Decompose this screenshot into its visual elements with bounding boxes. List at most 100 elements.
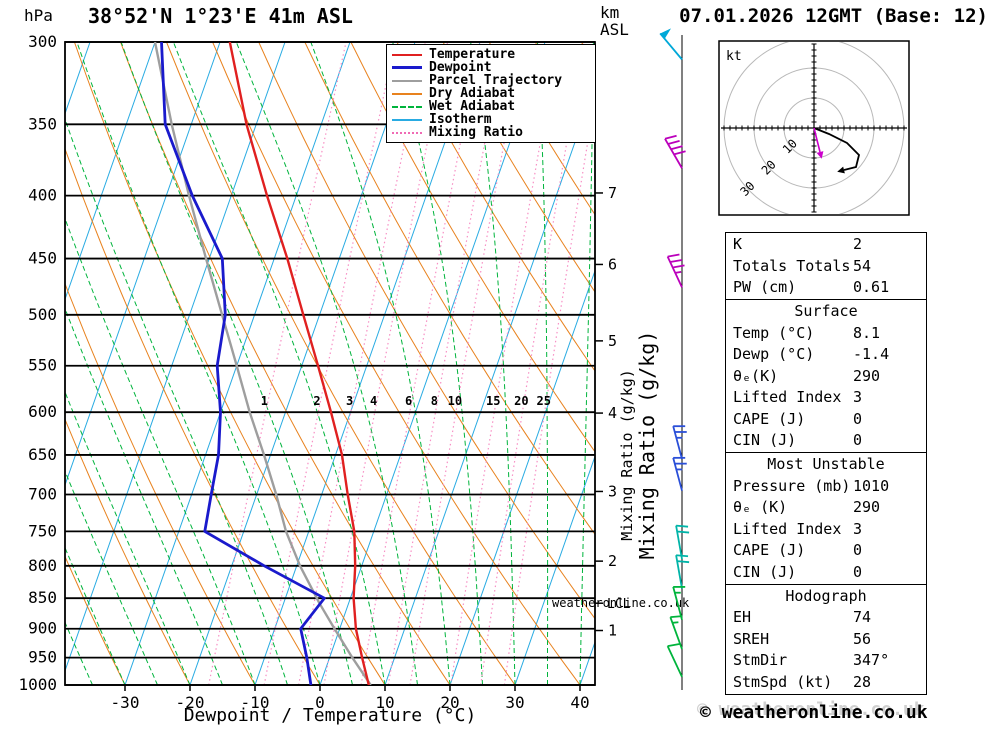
stat-row: Lifted Index 3 <box>726 519 926 541</box>
hodograph-arrowhead <box>837 166 845 174</box>
legend-line-sample <box>392 66 422 69</box>
stat-label: SREH <box>733 629 770 648</box>
storm-motion-vector <box>813 127 821 153</box>
dry-adiabat-line <box>350 42 595 453</box>
km-tick-label: 5 <box>608 332 617 350</box>
stat-label: EH <box>733 608 752 626</box>
isotherm-line <box>384 83 595 685</box>
temp-tick-label: -10 <box>241 693 270 712</box>
stats-table-header: Hodograph <box>785 586 867 605</box>
stats-table-header: Most Unstable <box>767 455 885 473</box>
stat-row: Dewp (°C) -1.4 <box>726 344 926 366</box>
stat-row: Pressure (mb) 1010 <box>726 476 926 498</box>
mixing-ratio-value-label: 15 <box>486 394 500 408</box>
legend-item: Dry Adiabat <box>392 86 595 101</box>
pressure-axis-unit: hPa <box>24 6 53 25</box>
wind-barb <box>664 134 686 169</box>
dry-adiabat-line <box>65 555 126 685</box>
pressure-tick-label: 300 <box>28 32 57 51</box>
pressure-tick-label: 550 <box>28 356 57 375</box>
hodograph-arrowhead <box>816 151 824 159</box>
mixing-ratio-axis-label-pink: Mixing Ratio (g/kg) <box>635 331 659 560</box>
mixing-ratio-value-label: 6 <box>405 394 412 408</box>
stat-row: CIN (J) 0 <box>726 562 926 584</box>
hodograph-unit-label: kt <box>726 49 742 64</box>
stat-value: 28 <box>853 672 872 691</box>
isotherm-line <box>65 42 156 301</box>
legend-item: Temperature <box>392 47 595 62</box>
stat-row: PW (cm) 0.61 <box>726 277 926 299</box>
stat-value: 290 <box>853 366 881 385</box>
dry-adiabat-line <box>396 42 595 372</box>
station-title: 38°52'N 1°23'E 41m ASL <box>88 4 353 28</box>
wind-barb <box>675 554 690 589</box>
stat-label: CIN (J) <box>733 562 797 581</box>
stat-label: θₑ(K) <box>733 366 779 385</box>
km-label: km <box>600 3 620 22</box>
stat-value: 3 <box>853 388 863 406</box>
stat-value: 3 <box>853 519 863 538</box>
wet-adiabat-line <box>392 42 483 685</box>
legend-item-label: Isotherm <box>429 112 492 127</box>
stat-value: 1010 <box>853 476 890 495</box>
isotherm-line <box>189 42 416 685</box>
legend-item-label: Temperature <box>429 47 516 62</box>
stat-row: CAPE (J) 0 <box>726 540 926 562</box>
stat-label: CAPE (J) <box>733 409 806 428</box>
mixing-ratio-line <box>480 42 585 685</box>
wet-adiabat-line <box>470 42 516 685</box>
pressure-tick-label: 800 <box>28 556 57 575</box>
stat-row: StmSpd (kt) 28 <box>726 672 926 694</box>
parcel-trajectory-curve <box>153 42 372 685</box>
hodograph-trace <box>813 127 860 171</box>
legend-item: Wet Adiabat <box>392 99 595 114</box>
x-axis-title: Dewpoint / Temperature (°C) <box>183 705 477 726</box>
mixing-ratio-line <box>263 42 396 685</box>
temp-tick-label: 40 <box>570 693 589 712</box>
temp-tick-label: 30 <box>505 693 524 712</box>
wind-barb <box>672 456 687 491</box>
legend-item: Isotherm <box>392 112 595 127</box>
plot-border <box>64 41 596 686</box>
mixing-ratio-value-label: 3 <box>346 394 353 408</box>
stat-value: 8.1 <box>853 323 881 342</box>
mixing-ratio-value-label: 25 <box>536 394 550 408</box>
temp-tick-label: 10 <box>375 693 394 712</box>
stat-row: θₑ(K) 290 <box>726 366 926 388</box>
stat-label: K <box>733 235 743 253</box>
stat-value: 0 <box>853 431 863 449</box>
stat-value: 347° <box>853 651 890 669</box>
dewpoint-curve <box>160 42 326 685</box>
mixing-ratio-value-label: 2 <box>313 394 320 408</box>
stat-label: Pressure (mb) <box>733 476 851 495</box>
km-tick-label: 4 <box>608 404 617 422</box>
km-tick-label: 3 <box>608 482 617 500</box>
stat-row: EH 74 <box>726 607 926 629</box>
km-tick-label: 1 <box>608 622 617 640</box>
stat-label: StmDir <box>733 651 788 669</box>
isotherm-line <box>65 42 286 673</box>
wet-adiabat-line <box>537 42 549 685</box>
legend-item: Dewpoint <box>392 60 595 75</box>
wind-barb <box>672 425 687 460</box>
wet-adiabat-line <box>65 469 158 685</box>
asl-label: ASL <box>600 20 629 39</box>
mixing-ratio-value-label: 1 <box>261 394 268 408</box>
mixing-ratio-line <box>208 42 347 685</box>
stat-label: θₑ (K) <box>733 498 788 516</box>
wet-adiabat-line <box>76 42 321 685</box>
stat-value: 290 <box>853 498 881 516</box>
pressure-tick-label: 700 <box>28 485 57 504</box>
temp-tick-label: 20 <box>440 693 459 712</box>
stat-row: CAPE (J) 0 <box>726 409 926 431</box>
stat-row: θₑ (K) 290 <box>726 497 926 519</box>
isotherm-line <box>254 42 481 685</box>
isotherm-line <box>65 42 221 487</box>
isotherm-line <box>0 42 25 685</box>
mixing-ratio-value-label: 10 <box>448 394 462 408</box>
wind-barb <box>675 524 690 560</box>
